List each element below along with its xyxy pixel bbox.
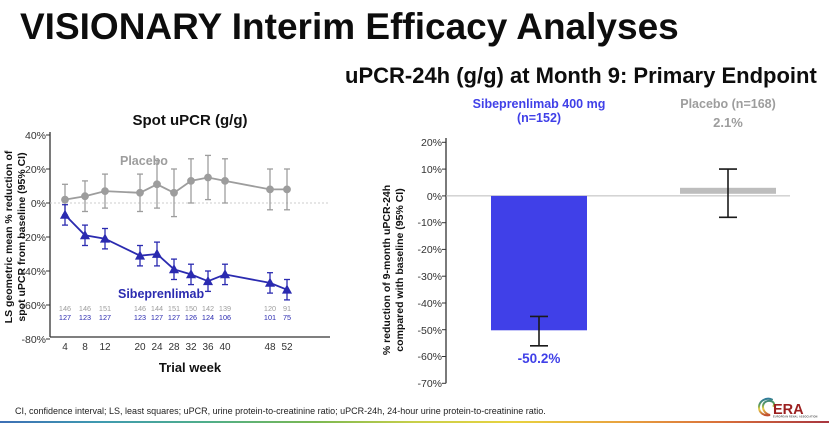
svg-text:20%: 20% — [421, 137, 442, 149]
svg-text:% reduction of 9-month uPCR-24: % reduction of 9-month uPCR-24h — [381, 185, 393, 355]
svg-text:75: 75 — [283, 313, 291, 322]
svg-text:146: 146 — [79, 304, 91, 313]
svg-text:106: 106 — [219, 313, 231, 322]
svg-text:Sibeprenlimab 400 mg: Sibeprenlimab 400 mg — [473, 97, 606, 111]
svg-text:24: 24 — [151, 342, 163, 353]
svg-text:151: 151 — [168, 304, 180, 313]
svg-text:139: 139 — [219, 304, 231, 313]
svg-text:-30%: -30% — [417, 271, 442, 283]
svg-text:LS geometric mean % reduction: LS geometric mean % reduction of — [3, 150, 15, 323]
svg-text:8: 8 — [82, 342, 88, 353]
svg-text:compared with baseline (95% CI: compared with baseline (95% CI) — [394, 188, 406, 351]
svg-text:-50%: -50% — [417, 325, 442, 337]
svg-text:0%: 0% — [31, 198, 46, 210]
svg-text:123: 123 — [134, 313, 146, 322]
svg-text:40: 40 — [219, 342, 231, 353]
svg-text:-50.2%: -50.2% — [518, 351, 561, 366]
svg-text:146: 146 — [134, 304, 146, 313]
svg-text:10%: 10% — [421, 164, 442, 176]
svg-text:101: 101 — [264, 313, 276, 322]
svg-text:36: 36 — [202, 342, 214, 353]
svg-text:28: 28 — [168, 342, 180, 353]
svg-text:2.1%: 2.1% — [713, 115, 743, 130]
svg-text:91: 91 — [283, 304, 291, 313]
svg-text:-40%: -40% — [417, 298, 442, 310]
svg-text:4: 4 — [62, 342, 68, 353]
svg-text:0%: 0% — [427, 191, 442, 203]
svg-text:-10%: -10% — [417, 217, 442, 229]
svg-text:20%: 20% — [25, 164, 46, 176]
svg-text:150: 150 — [185, 304, 197, 313]
svg-text:124: 124 — [202, 313, 214, 322]
svg-text:20: 20 — [134, 342, 146, 353]
svg-text:Trial week: Trial week — [159, 360, 222, 375]
svg-text:127: 127 — [59, 313, 71, 322]
svg-text:(n=152): (n=152) — [517, 111, 561, 125]
svg-text:48: 48 — [264, 342, 276, 353]
svg-text:151: 151 — [99, 304, 111, 313]
svg-text:-60%: -60% — [417, 351, 442, 363]
svg-text:12: 12 — [99, 342, 111, 353]
svg-text:40%: 40% — [25, 130, 46, 142]
svg-text:142: 142 — [202, 304, 214, 313]
svg-text:-20%: -20% — [417, 244, 442, 256]
svg-text:Spot uPCR (g/g): Spot uPCR (g/g) — [133, 112, 248, 129]
svg-text:126: 126 — [185, 313, 197, 322]
svg-text:spot uPCR from baseline (95% C: spot uPCR from baseline (95% CI) — [16, 152, 28, 321]
svg-text:127: 127 — [151, 313, 163, 322]
svg-text:32: 32 — [185, 342, 197, 353]
svg-text:Placebo: Placebo — [120, 154, 168, 168]
svg-text:Sibeprenlimab: Sibeprenlimab — [118, 287, 204, 301]
svg-text:EUROPEAN RENAL ASSOCIATION: EUROPEAN RENAL ASSOCIATION — [773, 416, 818, 419]
svg-text:127: 127 — [99, 313, 111, 322]
svg-text:-70%: -70% — [417, 378, 442, 390]
svg-text:52: 52 — [281, 342, 293, 353]
svg-text:120: 120 — [264, 304, 276, 313]
svg-text:123: 123 — [79, 313, 91, 322]
svg-text:127: 127 — [168, 313, 180, 322]
svg-text:-80%: -80% — [21, 334, 46, 346]
svg-text:146: 146 — [59, 304, 71, 313]
svg-text:Placebo (n=168): Placebo (n=168) — [680, 97, 776, 111]
svg-text:144: 144 — [151, 304, 163, 313]
